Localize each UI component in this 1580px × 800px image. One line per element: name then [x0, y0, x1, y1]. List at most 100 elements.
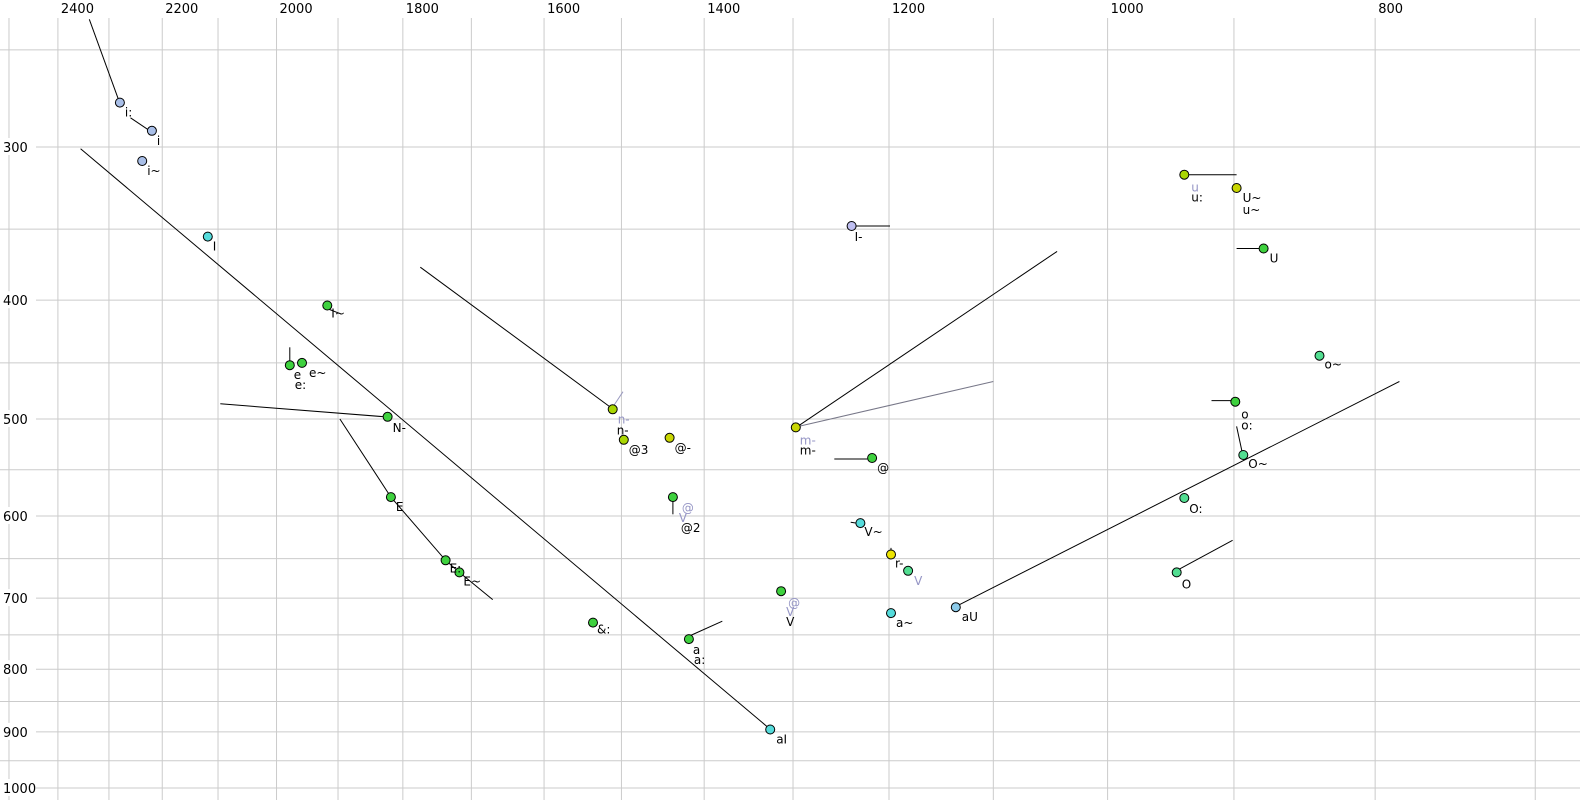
- y-axis-label-backing: [0, 589, 36, 607]
- vowel-label-a: a:: [694, 653, 705, 667]
- y-axis-label-backing: [0, 722, 36, 740]
- vowel-label-E-long: E:: [450, 561, 462, 575]
- vowel-point-o: [1230, 396, 1241, 407]
- vowel-point-o-nasal: [1314, 350, 1325, 361]
- vowel-label-V: @: [788, 596, 800, 610]
- y-axis-label-backing: [0, 507, 36, 524]
- x-axis-tick-label: 1400: [707, 2, 740, 17]
- vowel-point-ae-long: [588, 617, 598, 628]
- vowel-label-m-: m-: [800, 443, 816, 457]
- vowel-label-@: @: [877, 461, 889, 475]
- x-axis-tick-label: 1200: [892, 2, 925, 17]
- vowel-point-U: [1258, 243, 1269, 254]
- vowel-point-i-nasal: [137, 156, 148, 166]
- vowel-point-@-: [664, 432, 675, 443]
- vowel-label-V-nasal: V~: [864, 525, 882, 539]
- y-axis-tick-label: 700: [3, 592, 28, 607]
- trajectory-line: [130, 117, 151, 132]
- vowel-point-n-: [607, 404, 618, 415]
- vowel-label-V-pale: V: [914, 574, 923, 588]
- trajectory-line: [613, 391, 624, 407]
- x-axis-tick-label: 1800: [406, 2, 439, 17]
- vowel-point-u-long: [1179, 169, 1190, 180]
- vowel-point-i-long: [114, 97, 125, 108]
- vowel-point-aI: [765, 724, 776, 735]
- vowel-point-aU: [950, 602, 961, 613]
- y-axis-tick-label: 900: [3, 726, 28, 741]
- vowel-label-e: e:: [295, 378, 306, 392]
- trajectory-line: [797, 250, 1058, 427]
- y-axis-label-backing: [0, 779, 36, 796]
- vowel-point-e-nasal: [297, 357, 307, 368]
- vowel-label-i: i: [157, 134, 160, 148]
- y-axis-label-backing: [0, 410, 36, 427]
- x-axis-tick-label: 2200: [165, 2, 198, 17]
- vowel-label-N-: N-: [393, 421, 406, 435]
- vowel-label-u-long: u: [1191, 181, 1199, 195]
- vowel-label-a-nasal: a~: [896, 616, 913, 630]
- vowel-point-a: [683, 634, 694, 645]
- y-axis-tick-label: 600: [3, 510, 28, 525]
- vowel-label-a: a: [693, 643, 700, 657]
- vowel-label-o: o:: [1241, 419, 1252, 433]
- vowel-label-E: E: [396, 500, 404, 514]
- trajectory-line: [690, 620, 723, 636]
- y-axis-tick-label: 1000: [3, 782, 36, 797]
- y-axis-label-backing: [0, 138, 36, 155]
- vowel-label-e-nasal: e~: [309, 366, 326, 380]
- trajectory-line: [220, 403, 386, 418]
- vowel-point-U-nasal: [1231, 183, 1242, 193]
- vowel-point-E: [385, 492, 396, 503]
- vowel-point-O-long: [1179, 493, 1190, 503]
- vowel-point-r-: [886, 549, 896, 560]
- vowel-label-i-nasal: i~: [147, 164, 160, 178]
- vowel-point-N-: [382, 411, 393, 422]
- vowel-point-V-pale: [903, 565, 914, 576]
- vowel-point-I-: [846, 221, 857, 231]
- vowel-point-m-: [790, 422, 801, 433]
- vowel-point-a-nasal: [886, 608, 896, 619]
- vowel-label-I: I: [213, 240, 217, 254]
- vowel-label-O-nasal: O~: [1248, 457, 1268, 471]
- vowel-point-I-nasal: [322, 300, 333, 311]
- y-axis-label-backing: [0, 291, 36, 309]
- vowel-point-e: [284, 360, 295, 371]
- vowel-label-@3: @3: [629, 443, 649, 457]
- vowel-label-V: V: [786, 605, 795, 619]
- vowel-point-O-nasal: [1238, 450, 1249, 460]
- vowel-point-I: [202, 231, 213, 242]
- vowel-label-O-long: O:: [1189, 502, 1202, 516]
- vowel-point-i: [146, 125, 157, 136]
- trajectory-line: [1178, 539, 1233, 570]
- y-axis-tick-label: 300: [3, 141, 28, 156]
- vowel-point-E-nasal: [454, 567, 465, 578]
- vowel-label-ae-long: &:: [597, 623, 610, 637]
- y-axis-tick-label: 800: [3, 663, 28, 678]
- vowel-label-@-: @-: [675, 441, 691, 455]
- vowel-label-r-: r-: [895, 557, 904, 571]
- vowel-label-E-nasal: E~: [463, 574, 481, 588]
- vowel-label-@2: @: [682, 501, 694, 515]
- vowel-point-V: [776, 586, 787, 597]
- vowel-label-U: U: [1270, 252, 1279, 266]
- vowel-point-@2: [667, 492, 678, 503]
- vowel-point-@3: [618, 434, 629, 445]
- vowel-label-I-: I-: [855, 230, 863, 244]
- trajectory-line: [88, 19, 120, 101]
- vowel-label-u-long: u:: [1191, 191, 1203, 205]
- vowel-label-U-nasal: u~: [1243, 203, 1261, 217]
- trajectory-line: [80, 148, 769, 729]
- trajectory-line: [958, 381, 1400, 606]
- vowel-label-o: o: [1241, 408, 1248, 422]
- trajectory-line: [1236, 426, 1243, 452]
- vowel-point-E-long: [440, 555, 451, 566]
- y-axis-tick-label: 400: [3, 294, 28, 309]
- vowel-label-e: e: [294, 368, 301, 382]
- x-axis-tick-label: 2400: [61, 2, 94, 17]
- trajectory-line: [329, 308, 340, 314]
- vowel-label-i-long: i:: [125, 106, 132, 120]
- vowel-label-aI: aI: [776, 733, 787, 747]
- y-axis-label-backing: [0, 660, 36, 678]
